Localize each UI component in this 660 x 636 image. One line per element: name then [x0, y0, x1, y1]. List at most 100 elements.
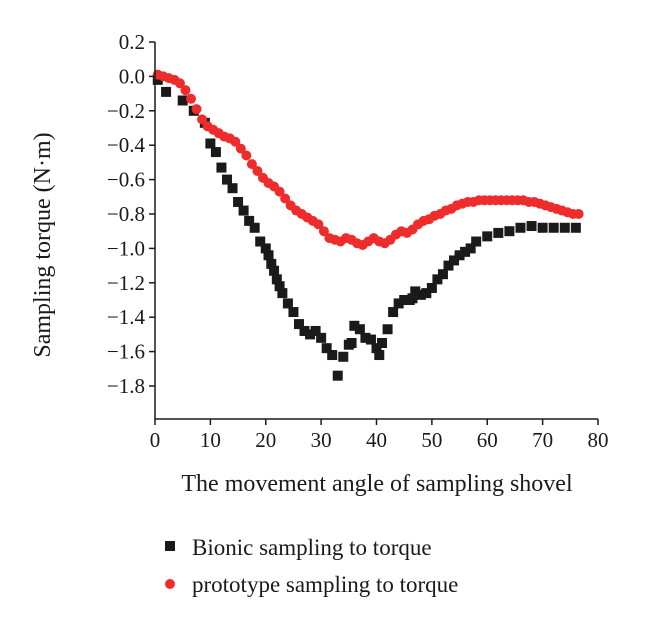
y-tick-label: −0.2 — [107, 99, 145, 123]
bionic-data-point — [277, 288, 288, 299]
prototype-data-point — [280, 193, 291, 204]
prototype-data-point — [274, 186, 285, 197]
bionic-data-point — [282, 298, 293, 309]
y-tick-label: 0.2 — [119, 30, 145, 54]
y-axis-title: Sampling torque (N·m) — [30, 132, 56, 357]
prototype-data-point — [246, 159, 257, 170]
y-tick-label: −0.4 — [107, 133, 146, 157]
bionic-data-point — [305, 329, 316, 340]
bionic-data-point — [210, 147, 221, 158]
x-tick-label: 0 — [150, 428, 161, 452]
bionic-data-point — [266, 258, 277, 269]
y-tick-label: −0.6 — [107, 168, 145, 192]
bionic-data-point — [374, 350, 385, 361]
y-tick-label: −1.4 — [107, 305, 146, 329]
bionic-data-point — [454, 250, 465, 261]
bionic-data-point — [244, 215, 255, 226]
prototype-data-point — [573, 209, 584, 219]
bionic-data-point — [238, 205, 249, 216]
bionic-data-point — [221, 174, 232, 185]
legend-marker-bionic — [165, 541, 175, 551]
bionic-data-point — [388, 307, 399, 318]
prototype-data-point — [241, 150, 252, 161]
bionic-data-point — [327, 350, 338, 361]
bionic-data-point — [559, 222, 570, 233]
bionic-data-point — [415, 289, 426, 300]
bionic-data-point — [410, 286, 421, 297]
bionic-data-point — [249, 222, 260, 233]
bionic-data-point — [321, 343, 332, 354]
bionic-data-point — [216, 162, 227, 173]
legend-label-prototype: prototype sampling to torque — [192, 572, 458, 597]
bionic-data-point — [371, 343, 382, 354]
bionic-data-point — [205, 138, 216, 149]
y-axis-ticks: 0.2 0.0 −0.2 −0.4 −0.6 −0.8 −1.0 −1.2 −1.4 −1.6 −1… — [107, 30, 155, 398]
prototype-data-point — [180, 85, 191, 96]
bionic-data-point — [233, 196, 244, 207]
bionic-data-point — [570, 222, 581, 233]
bionic-data-point — [437, 269, 448, 280]
prototype-data-point — [318, 226, 329, 237]
bionic-data-point — [465, 243, 476, 254]
prototype-data-point — [185, 93, 196, 104]
y-tick-label: −1.2 — [107, 271, 145, 295]
bionic-data-point — [271, 274, 282, 285]
y-tick-label: −1.8 — [107, 374, 145, 398]
legend: Bionic sampling to torque prototype samp… — [165, 535, 458, 597]
bionic-data-point — [377, 338, 388, 348]
bionic-data-point — [269, 265, 280, 276]
prototype-data-point — [197, 114, 208, 125]
legend-marker-prototype — [165, 579, 175, 589]
prototype-data-point — [230, 136, 241, 147]
bionic-data-point — [399, 295, 410, 305]
bionic-data-point — [548, 222, 559, 233]
bionic-data-point — [443, 260, 454, 271]
bionic-data-point — [471, 236, 482, 247]
bionic-data-point — [349, 320, 360, 331]
bionic-data-point — [255, 236, 266, 247]
bionic-data-point — [515, 222, 526, 233]
x-tick-label: 20 — [255, 428, 276, 452]
prototype-data-point — [252, 166, 263, 176]
bionic-data-point — [493, 227, 504, 238]
x-axis-ticks: 0 10 20 30 40 50 60 70 80 — [150, 419, 609, 452]
x-tick-label: 10 — [200, 428, 221, 452]
bionic-data-point — [526, 221, 537, 232]
prototype-data-point — [174, 78, 185, 89]
bionic-data-point — [316, 332, 327, 343]
bionic-data-point — [161, 86, 172, 97]
bionic-data-point — [346, 338, 357, 348]
bionic-data-point — [421, 288, 432, 299]
y-tick-label: −0.8 — [107, 202, 145, 226]
x-tick-label: 40 — [366, 428, 387, 452]
bionic-data-point — [260, 243, 271, 254]
bionic-data-point — [426, 282, 437, 293]
x-axis-title: The movement angle of sampling shovel — [181, 471, 573, 497]
bionic-data-point — [332, 370, 343, 381]
bionic-data-point — [365, 334, 376, 345]
bionic-data-point — [504, 226, 515, 237]
x-tick-label: 60 — [477, 428, 498, 452]
bionic-data-point — [460, 246, 471, 257]
bionic-data-point — [288, 307, 299, 318]
plot-area — [152, 69, 584, 381]
bionic-data-point — [432, 274, 443, 285]
bionic-data-point — [338, 351, 349, 362]
x-tick-label: 50 — [421, 428, 442, 452]
bionic-data-point — [360, 332, 371, 343]
bionic-data-point — [407, 293, 418, 304]
bionic-data-point — [537, 222, 548, 233]
bionic-data-point — [227, 183, 238, 194]
prototype-data-point — [313, 219, 324, 230]
bionic-data-point — [293, 319, 304, 330]
legend-label-bionic: Bionic sampling to torque — [192, 535, 432, 560]
bionic-data-point — [354, 324, 365, 335]
bionic-data-point — [263, 250, 274, 261]
x-tick-label: 80 — [588, 428, 609, 452]
bionic-data-point — [177, 95, 188, 106]
x-tick-label: 30 — [311, 428, 332, 452]
bionic-data-point — [152, 74, 163, 85]
bionic-data-point — [449, 255, 460, 266]
bionic-data-point — [382, 324, 393, 335]
